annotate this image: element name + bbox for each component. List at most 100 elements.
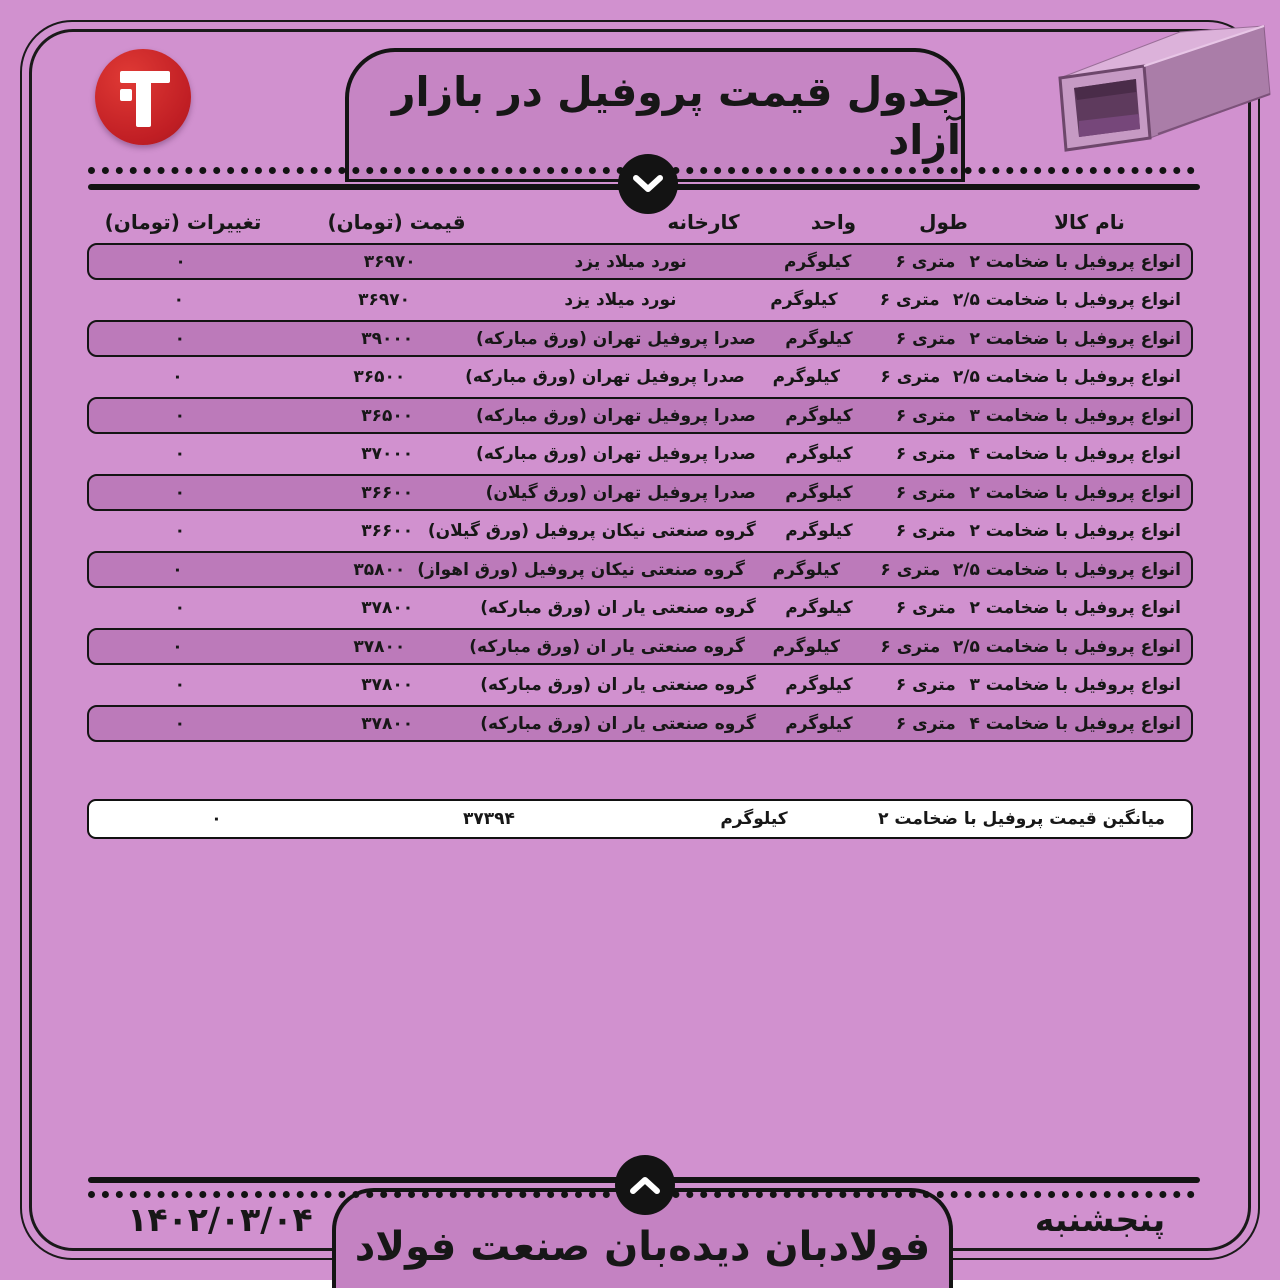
cell-product-name: انواع پروفیل با ضخامت ۳ — [969, 405, 1182, 426]
cell-product-name: انواع پروفیل با ضخامت ۲ — [969, 482, 1182, 503]
cell-price: ۳۵۸۰۰ — [353, 559, 406, 580]
cell-unit: کیلوگرم — [785, 444, 853, 464]
cell-product-name: انواع پروفیل با ضخامت ۲ — [969, 251, 1182, 272]
cell-factory: گروه صنعتی یار ان (ورق مبارکه) — [480, 598, 756, 618]
cell-change: ۰ — [174, 328, 186, 349]
table-row: انواع پروفیل با ضخامت ۳ متری ۶ کیلوگرم ص… — [87, 397, 1193, 434]
cell-change: ۰ — [174, 444, 186, 464]
cell-product-name: انواع پروفیل با ضخامت ۲ — [969, 598, 1182, 618]
cell-price: ۳۶۶۰۰ — [361, 482, 414, 503]
average-row-label: میانگین قیمت پروفیل با ضخامت ۲ — [878, 809, 1165, 829]
table-row: انواع پروفیل با ضخامت ۲ متری ۶ کیلوگرم گ… — [87, 590, 1193, 627]
cell-change: ۰ — [172, 559, 183, 580]
cell-change: ۰ — [175, 251, 186, 272]
cell-length: متری ۶ — [879, 290, 940, 310]
cell-product-name: انواع پروفیل با ضخامت ۲/۵ — [952, 290, 1181, 310]
footer-day: پنجشنبه — [1034, 1200, 1166, 1239]
cell-change: ۰ — [174, 598, 186, 618]
cell-unit: کیلوگرم — [785, 713, 853, 734]
cell-price: ۳۶۵۰۰ — [353, 367, 406, 387]
cell-length: متری ۶ — [880, 559, 941, 580]
cell-unit: کیلوگرم — [785, 482, 853, 503]
cell-price: ۳۷۸۰۰ — [361, 598, 414, 618]
cell-price: ۳۶۶۰۰ — [361, 521, 414, 541]
column-header-unit: واحد — [810, 209, 857, 234]
cell-factory: صدرا پروفیل تهران (ورق مبارکه) — [465, 367, 745, 387]
logo-mark-icon — [120, 71, 170, 127]
cell-unit: کیلوگرم — [785, 405, 853, 426]
average-row-price: ۳۷۳۹۴ — [463, 809, 515, 829]
table-row: انواع پروفیل با ضخامت ۲/۵ متری ۶ کیلوگرم… — [87, 282, 1193, 319]
footer-date: ۱۴۰۲/۰۳/۰۴ — [127, 1200, 313, 1239]
table-row: انواع پروفیل با ضخامت ۴ متری ۶ کیلوگرم ص… — [87, 436, 1193, 473]
chevron-up-badge — [615, 1155, 675, 1215]
cell-length: متری ۶ — [895, 675, 956, 695]
steel-profile-photo — [1058, 25, 1271, 152]
cell-change: ۰ — [174, 713, 186, 734]
cell-factory: گروه صنعتی نیکان پروفیل (ورق گیلان) — [427, 521, 756, 541]
cell-product-name: انواع پروفیل با ضخامت ۲/۵ — [952, 636, 1181, 657]
column-header-name: نام کالا — [1054, 209, 1125, 234]
cell-unit: کیلوگرم — [785, 675, 853, 695]
chevron-up-icon — [630, 1177, 660, 1194]
cell-change: ۰ — [172, 636, 183, 657]
cell-price: ۳۷۸۰۰ — [361, 675, 414, 695]
cell-length: متری ۶ — [895, 251, 956, 272]
chevron-down-badge — [618, 154, 678, 214]
table-row: انواع پروفیل با ضخامت ۲ متری ۶ کیلوگرم گ… — [87, 513, 1193, 550]
table-header-row: نام کالا طول واحد کارخانه قیمت (تومان) ت… — [87, 200, 1193, 243]
cell-price: ۳۶۵۰۰ — [361, 405, 414, 426]
cell-factory: صدرا پروفیل تهران (ورق مبارکه) — [476, 444, 756, 464]
cell-unit: کیلوگرم — [772, 636, 840, 657]
cell-price: ۳۶۹۷۰ — [363, 251, 416, 272]
cell-change: ۰ — [173, 290, 185, 310]
cell-unit: کیلوگرم — [785, 328, 853, 349]
cell-change: ۰ — [174, 405, 186, 426]
cell-price: ۳۶۹۷۰ — [358, 290, 410, 310]
cell-change: ۰ — [174, 675, 186, 695]
table-rows: انواع پروفیل با ضخامت ۲ متری ۶ کیلوگرم ن… — [87, 243, 1193, 742]
cell-product-name: انواع پروفیل با ضخامت ۴ — [969, 444, 1182, 464]
cell-factory: نورد میلاد یزد — [574, 251, 687, 272]
column-header-price: قیمت (تومان) — [327, 209, 466, 234]
cell-product-name: انواع پروفیل با ضخامت ۴ — [969, 713, 1182, 734]
cell-product-name: انواع پروفیل با ضخامت ۲/۵ — [952, 559, 1181, 580]
footer-brand-text: فولادبان دیده‌بان صنعت فولاد — [354, 1224, 931, 1270]
cell-unit: کیلوگرم — [784, 251, 852, 272]
table-row: انواع پروفیل با ضخامت ۲ متری ۶ کیلوگرم ص… — [87, 474, 1193, 511]
table-row: انواع پروفیل با ضخامت ۳ متری ۶ کیلوگرم گ… — [87, 667, 1193, 704]
cell-price: ۳۷۸۰۰ — [361, 713, 414, 734]
page-title: جدول قیمت پروفیل در بازار آزاد — [391, 67, 961, 164]
cell-factory: صدرا پروفیل تهران (ورق مبارکه) — [476, 405, 756, 426]
cell-length: متری ۶ — [880, 367, 941, 387]
cell-price: ۳۹۰۰۰ — [361, 328, 414, 349]
cell-factory: نورد میلاد یزد — [564, 290, 677, 310]
cell-length: متری ۶ — [895, 444, 956, 464]
chevron-down-icon — [633, 175, 663, 192]
cell-factory: گروه صنعتی نیکان پروفیل (ورق اهواز) — [417, 559, 745, 580]
cell-unit: کیلوگرم — [770, 290, 838, 310]
average-row-unit: کیلوگرم — [720, 809, 788, 829]
cell-change: ۰ — [174, 521, 186, 541]
price-table: نام کالا طول واحد کارخانه قیمت (تومان) ت… — [87, 200, 1193, 744]
column-header-length: طول — [919, 209, 968, 234]
column-header-factory: کارخانه — [667, 209, 740, 234]
table-row: انواع پروفیل با ضخامت ۲/۵ متری ۶ کیلوگرم… — [87, 359, 1193, 396]
cell-length: متری ۶ — [880, 636, 941, 657]
cell-length: متری ۶ — [895, 328, 956, 349]
cell-unit: کیلوگرم — [785, 521, 853, 541]
brand-logo — [95, 49, 191, 145]
cell-length: متری ۶ — [895, 521, 956, 541]
cell-factory: گروه صنعتی یار ان (ورق مبارکه) — [480, 675, 756, 695]
table-row: انواع پروفیل با ضخامت ۴ متری ۶ کیلوگرم گ… — [87, 705, 1193, 742]
cell-change: ۰ — [172, 367, 183, 387]
cell-product-name: انواع پروفیل با ضخامت ۲ — [969, 521, 1182, 541]
cell-factory: صدرا پروفیل تهران (ورق گیلان) — [485, 482, 756, 503]
column-header-change: تغییرات (تومان) — [104, 209, 262, 234]
cell-price: ۳۷۸۰۰ — [353, 636, 406, 657]
average-row-change: ۰ — [211, 809, 222, 829]
table-row: انواع پروفیل با ضخامت ۲/۵ متری ۶ کیلوگرم… — [87, 551, 1193, 588]
cell-factory: گروه صنعتی یار ان (ورق مبارکه) — [480, 713, 756, 734]
cell-length: متری ۶ — [895, 713, 956, 734]
